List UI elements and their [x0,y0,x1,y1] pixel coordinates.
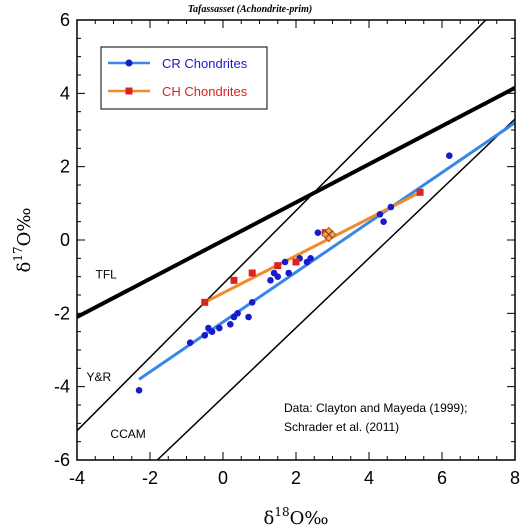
legend: CR Chondrites CH Chondrites [101,47,267,109]
legend-label-cr: CR Chondrites [162,56,248,71]
data-point [417,189,424,196]
reference-line-label: CCAM [110,427,145,441]
data-point [201,332,208,339]
data-point [307,255,314,262]
data-point [249,270,256,277]
annotation-line-1: Data: Clayton and Mayeda (1999); [284,401,467,415]
reference-line-label: TFL [96,268,118,282]
data-point [446,152,453,159]
data-point [249,299,256,306]
data-point [282,259,289,266]
x-tick-label: 8 [510,468,520,488]
data-point [274,262,281,269]
x-tick-label: 6 [437,468,447,488]
data-point [388,204,395,211]
y-axis-title: δ17O‰ [11,207,35,272]
legend-ch-marker [126,88,133,95]
data-point [209,328,216,335]
svg-text:δ17O‰: δ17O‰ [11,207,35,272]
data-point [230,277,237,284]
data-point [380,218,387,225]
reference-line-label: Y&R [87,370,112,384]
x-tick-label: 0 [218,468,228,488]
data-point [274,273,281,280]
legend-label-ch: CH Chondrites [162,84,248,99]
data-point [315,229,322,236]
data-point [245,314,252,321]
y-tick-label: -4 [54,377,70,397]
y-tick-label: 2 [60,157,70,177]
trend-line [139,123,515,380]
legend-cr-marker [126,60,133,67]
data-point [234,310,241,317]
data-point [216,325,223,332]
data-point [293,259,300,266]
data-point [377,211,384,218]
data-point [136,387,143,394]
reference-line-labels: TFL Y&R CCAM [87,268,146,442]
x-axis-title: δ18O‰ [263,505,328,529]
annotation-line-2: Schrader et al. (2011) [284,420,399,434]
y-tick-label: 4 [60,83,70,103]
trend-line [205,192,420,302]
data-point [187,339,194,346]
x-tick-label: 2 [291,468,301,488]
y-tick-label: 6 [60,10,70,30]
data-point [285,270,292,277]
x-tick-label: -2 [142,468,158,488]
x-tick-label: 4 [364,468,374,488]
x-tick-label: -4 [69,468,85,488]
reference-line [77,88,515,317]
y-tick-label: 0 [60,230,70,250]
trend-lines [139,123,515,380]
chart-title: Tafassasset (Achondrite-prim) [188,4,312,15]
data-point [227,321,234,328]
data-point [201,299,208,306]
y-tick-label: -2 [54,303,70,323]
data-point [267,277,274,284]
y-tick-label: -6 [54,450,70,470]
